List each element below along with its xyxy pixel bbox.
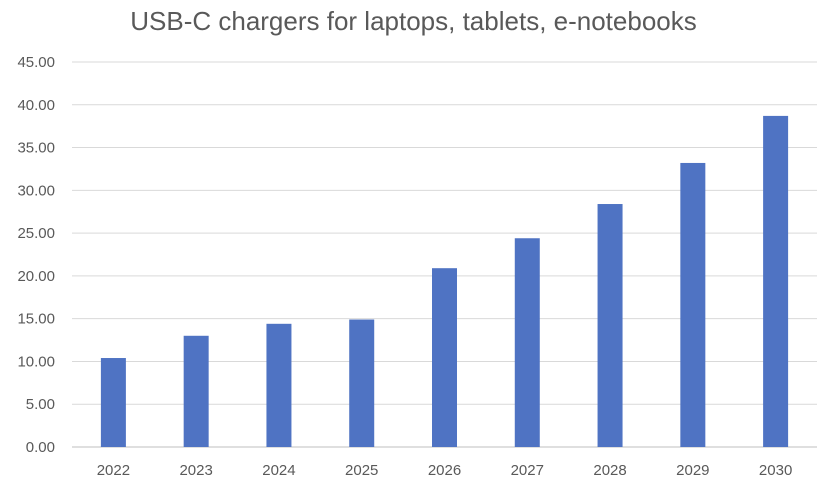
x-axis-ticks: 2022 2023 2024 2025 2026 2027 2028 2029 2030 — [97, 462, 793, 479]
x-tick-label: 2028 — [593, 462, 626, 479]
y-tick-label: 10.00 — [17, 353, 55, 370]
bars — [100, 115, 789, 448]
y-tick-label: 5.00 — [26, 396, 55, 413]
y-tick-label: 30.00 — [17, 182, 55, 199]
y-tick-label: 40.00 — [17, 97, 55, 114]
x-tick-label: 2030 — [759, 462, 792, 479]
x-tick-label: 2026 — [428, 462, 461, 479]
x-tick-label: 2025 — [345, 462, 378, 479]
x-tick-label: 2029 — [676, 462, 709, 479]
bar-2026 — [432, 268, 457, 447]
x-tick-label: 2024 — [262, 462, 295, 479]
chart-title: USB-C chargers for laptops, tablets, e-n… — [130, 6, 697, 36]
bar-2025 — [349, 319, 375, 447]
bar-2024 — [266, 323, 292, 447]
x-tick-label: 2023 — [179, 462, 212, 479]
y-axis-ticks: 0.00 5.00 10.00 15.00 20.00 25.00 30.00 35.00 40… — [17, 54, 55, 456]
y-tick-label: 35.00 — [17, 140, 55, 157]
bar-2030 — [763, 115, 789, 448]
x-tick-label: 2022 — [97, 462, 130, 479]
y-tick-label: 45.00 — [17, 54, 55, 71]
x-tick-label: 2027 — [511, 462, 544, 479]
bar-2027 — [514, 238, 540, 447]
y-tick-label: 15.00 — [17, 311, 55, 328]
bar-2023 — [183, 335, 209, 447]
bar-2028 — [597, 204, 623, 447]
y-tick-label: 0.00 — [26, 439, 55, 456]
bar-2022 — [100, 358, 126, 447]
y-tick-label: 25.00 — [17, 225, 55, 242]
bar-2029 — [680, 162, 706, 447]
y-tick-label: 20.00 — [17, 268, 55, 285]
